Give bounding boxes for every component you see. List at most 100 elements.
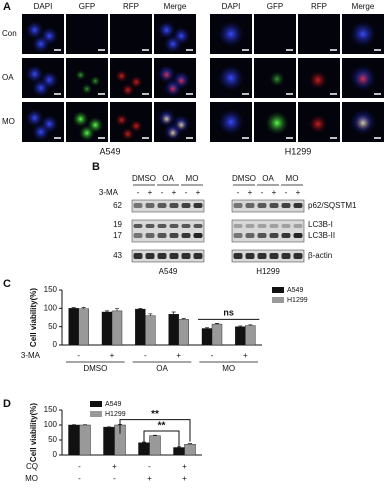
- label: +: [110, 351, 115, 360]
- label: Con: [2, 29, 17, 38]
- micrograph: [66, 14, 108, 54]
- merge-signal: [355, 71, 371, 87]
- label: -: [185, 188, 188, 197]
- label: DMSO: [83, 364, 107, 373]
- bar: [168, 314, 179, 346]
- label: CQ: [26, 462, 38, 471]
- band: [169, 224, 179, 228]
- gfp-signal: [265, 111, 289, 135]
- nucleus: [218, 65, 244, 91]
- band: [193, 253, 203, 259]
- band: [193, 233, 203, 238]
- label: -: [78, 462, 81, 471]
- error-bar: [71, 307, 76, 309]
- bar: [103, 426, 115, 456]
- band: [233, 253, 243, 259]
- nucleus: [218, 109, 244, 135]
- band: [181, 253, 191, 259]
- label: 19: [113, 220, 122, 229]
- label: A549: [99, 146, 120, 156]
- nucleus: [218, 21, 244, 47]
- error-bar: [188, 443, 192, 445]
- label: β-actin: [308, 251, 332, 260]
- label: B: [92, 161, 100, 173]
- label: H1299: [285, 146, 312, 156]
- error-bar: [205, 327, 209, 329]
- band: [133, 224, 143, 228]
- bar: [79, 424, 91, 456]
- label: ns: [223, 308, 234, 318]
- band: [293, 253, 303, 259]
- band: [257, 253, 267, 259]
- band: [281, 253, 291, 259]
- band: [133, 253, 143, 259]
- band: [193, 203, 203, 208]
- micrograph: [298, 14, 340, 54]
- label: -: [161, 188, 164, 197]
- label: OA: [262, 174, 274, 183]
- label: **: [158, 421, 166, 432]
- error-bar: [238, 325, 243, 327]
- bar: [78, 308, 89, 346]
- label: A549: [159, 267, 178, 276]
- band: [233, 224, 243, 228]
- label: H1299: [287, 297, 308, 304]
- label: A549: [287, 287, 303, 294]
- bar: [135, 308, 146, 346]
- y-axis-label: Cell viability(%): [29, 288, 38, 347]
- band: [233, 203, 243, 208]
- label: 150: [44, 405, 58, 414]
- label: -: [144, 351, 147, 360]
- bar: [211, 323, 223, 346]
- band: [157, 253, 167, 259]
- bar: [184, 444, 196, 456]
- label: 3-MA: [21, 351, 41, 360]
- bar: [149, 435, 161, 456]
- label: A: [3, 1, 11, 13]
- label: 17: [113, 231, 122, 240]
- label: **: [151, 409, 159, 420]
- label: 62: [113, 201, 122, 210]
- band: [169, 203, 179, 208]
- bar: [68, 308, 79, 346]
- blot: [231, 199, 305, 213]
- label: GFP: [267, 2, 283, 11]
- label: RFP: [123, 2, 139, 11]
- gfp-signal: [81, 83, 93, 95]
- bar: [68, 424, 80, 456]
- band: [193, 224, 203, 228]
- merge-signal: [167, 83, 179, 95]
- gfp-signal: [269, 71, 285, 87]
- label: 100: [44, 303, 58, 312]
- band: [145, 224, 155, 228]
- band: [145, 203, 155, 208]
- legend-swatch: [272, 287, 284, 293]
- nucleus: [350, 21, 376, 47]
- rfp-signal: [115, 69, 128, 83]
- label: 3-MA: [99, 188, 119, 197]
- band: [181, 233, 191, 238]
- label: Merge: [352, 2, 375, 11]
- error-bar: [81, 307, 86, 309]
- label: +: [296, 188, 301, 197]
- label: 0: [53, 340, 58, 349]
- gfp-signal: [72, 110, 89, 128]
- label: Merge: [164, 2, 187, 11]
- label: RFP: [311, 2, 327, 11]
- label: D: [3, 398, 11, 410]
- rfp-signal: [308, 70, 328, 90]
- error-bar: [138, 307, 143, 310]
- band: [281, 203, 291, 208]
- bar: [145, 315, 156, 346]
- label: +: [182, 474, 187, 483]
- label: OA: [156, 364, 168, 373]
- band: [169, 253, 179, 259]
- rfp-signal: [308, 114, 328, 134]
- nucleus: [25, 21, 44, 39]
- band: [245, 233, 255, 238]
- significance-bracket: [143, 430, 180, 453]
- label: OA: [2, 73, 14, 82]
- nucleus: [31, 35, 50, 53]
- bar: [178, 319, 189, 346]
